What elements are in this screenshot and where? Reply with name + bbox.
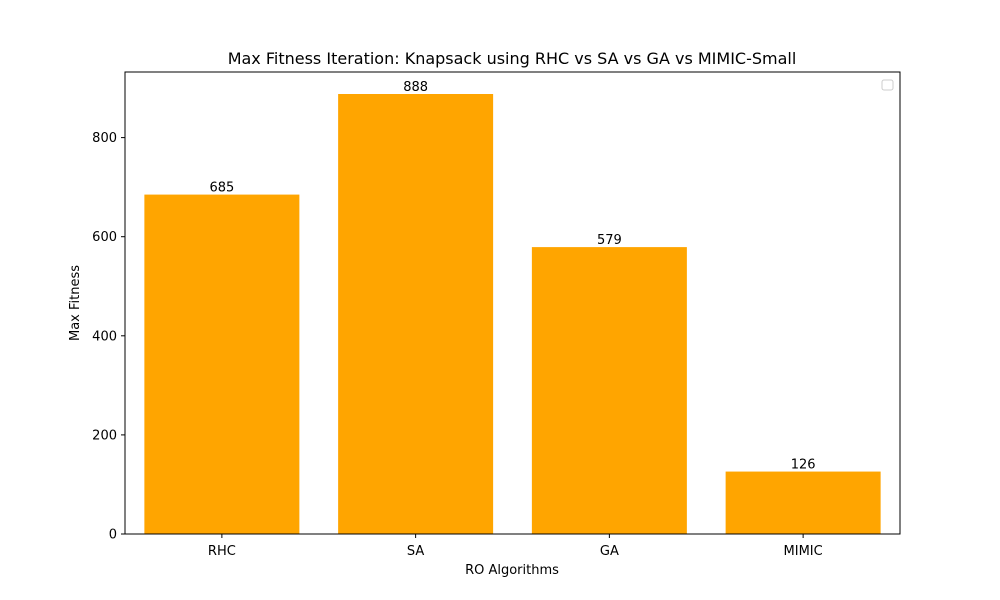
x-tick-label-sa: SA — [407, 544, 424, 559]
x-tick-label-ga: GA — [600, 544, 619, 559]
data-label-rhc: 685 — [209, 181, 234, 196]
data-label-sa: 888 — [403, 80, 428, 95]
y-tick-label: 400 — [92, 329, 117, 344]
y-tick-label: 800 — [92, 131, 117, 146]
bar-sa — [338, 94, 494, 534]
y-tick-label: 0 — [109, 528, 117, 543]
y-axis-label: Max Fitness — [68, 265, 83, 341]
x-tick-label-mimic: MIMIC — [784, 544, 823, 559]
chart-title: Max Fitness Iteration: Knapsack using RH… — [228, 49, 797, 68]
plot-area: 685 RHC 888 SA 579 GA 126 MIMIC 0 200 400 600 800 — [92, 80, 881, 559]
bar-mimic — [725, 471, 881, 534]
x-axis-label: RO Algorithms — [465, 563, 559, 578]
x-tick-label-rhc: RHC — [208, 544, 236, 559]
bar-rhc — [144, 194, 300, 535]
legend-box — [881, 79, 894, 91]
y-tick-label: 600 — [92, 230, 117, 245]
data-label-mimic: 126 — [791, 458, 816, 473]
plot-frame — [124, 71, 901, 535]
y-tick-label: 200 — [92, 428, 117, 443]
bar-ga — [531, 247, 687, 535]
data-label-ga: 579 — [597, 233, 622, 248]
